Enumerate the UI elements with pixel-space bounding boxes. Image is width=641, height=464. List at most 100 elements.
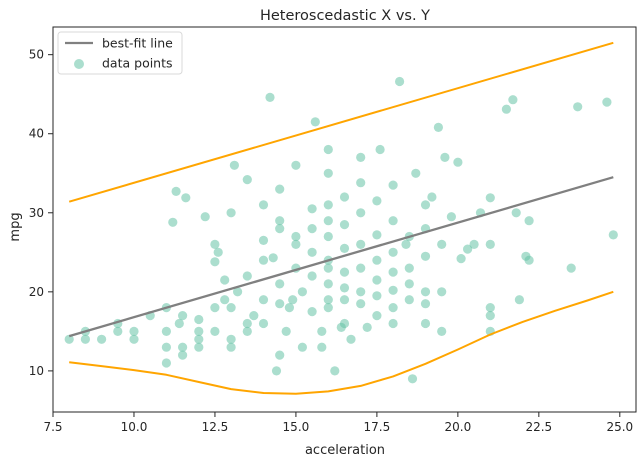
data-point xyxy=(258,295,269,305)
data-point xyxy=(129,326,139,336)
x-tick-label: 25.0 xyxy=(606,420,633,434)
data-point xyxy=(291,239,301,249)
x-tick-label: 15.0 xyxy=(283,420,310,434)
data-point xyxy=(317,326,327,336)
data-point xyxy=(249,311,259,321)
legend-marker-swatch xyxy=(74,59,84,69)
data-point xyxy=(395,76,405,87)
y-tick-label: 10 xyxy=(29,364,44,378)
data-point xyxy=(323,200,333,210)
data-point xyxy=(501,104,511,114)
data-point xyxy=(323,216,333,226)
data-point xyxy=(161,358,171,368)
data-point xyxy=(168,217,178,227)
data-point xyxy=(174,318,184,329)
data-point xyxy=(485,239,495,249)
data-point xyxy=(407,374,418,384)
data-point xyxy=(427,192,437,202)
data-point xyxy=(233,287,243,297)
data-point xyxy=(310,117,320,127)
data-point xyxy=(339,220,350,230)
data-point xyxy=(404,263,414,273)
data-point xyxy=(210,239,220,249)
data-point xyxy=(401,239,411,249)
data-point xyxy=(323,144,333,155)
data-point xyxy=(573,102,583,112)
data-point xyxy=(339,243,350,253)
data-point xyxy=(404,279,414,289)
data-point xyxy=(323,303,333,313)
data-point xyxy=(220,295,230,305)
data-point xyxy=(372,230,382,240)
data-point xyxy=(210,257,220,267)
data-point xyxy=(420,318,431,329)
data-point xyxy=(194,326,204,336)
data-point xyxy=(275,184,285,194)
data-point xyxy=(181,193,191,203)
data-point xyxy=(210,326,220,336)
data-point xyxy=(229,160,239,170)
data-point xyxy=(194,342,204,352)
x-tick-label: 20.0 xyxy=(445,420,472,434)
data-point xyxy=(161,326,171,336)
y-tick-label: 30 xyxy=(29,206,44,220)
data-point xyxy=(242,318,252,329)
data-point xyxy=(433,122,443,132)
data-point xyxy=(485,303,495,313)
data-point xyxy=(275,224,285,234)
data-point xyxy=(178,350,188,360)
data-point xyxy=(307,271,317,281)
data-point xyxy=(388,285,398,295)
data-point xyxy=(420,251,431,261)
data-point xyxy=(372,196,382,206)
data-point xyxy=(356,152,366,162)
data-point xyxy=(307,307,317,317)
data-point xyxy=(178,311,188,321)
data-point xyxy=(64,334,74,344)
data-point xyxy=(275,216,285,226)
data-point xyxy=(437,287,447,297)
data-point xyxy=(346,334,356,344)
x-axis-title: acceleration xyxy=(305,443,385,458)
data-point xyxy=(284,303,294,313)
data-point xyxy=(323,168,333,178)
data-point xyxy=(339,267,350,277)
data-point xyxy=(194,334,204,344)
data-point xyxy=(356,263,366,273)
data-point xyxy=(356,239,366,249)
data-point xyxy=(258,235,269,245)
data-point xyxy=(411,168,421,178)
upper-bound-line xyxy=(68,41,614,203)
data-point xyxy=(242,326,252,336)
data-point xyxy=(226,342,236,352)
data-point xyxy=(226,303,236,313)
data-point xyxy=(161,342,171,352)
lower-bound-line xyxy=(69,290,614,395)
data-point xyxy=(420,287,431,297)
data-point xyxy=(388,318,398,329)
data-point xyxy=(485,311,495,321)
data-point xyxy=(440,152,450,162)
data-point xyxy=(178,342,188,352)
data-point xyxy=(210,303,220,313)
data-point xyxy=(372,255,382,265)
data-point xyxy=(372,275,382,285)
data-point xyxy=(524,216,534,226)
data-point xyxy=(437,239,447,249)
y-axis-title: mpg xyxy=(8,212,23,241)
plot-frame xyxy=(52,26,637,413)
data-point xyxy=(339,192,350,202)
data-point xyxy=(566,263,576,273)
data-point xyxy=(339,295,350,305)
legend-label: data points xyxy=(102,56,173,71)
data-point xyxy=(323,279,333,289)
data-point xyxy=(291,160,301,170)
data-point xyxy=(339,318,350,329)
data-point xyxy=(388,216,398,226)
data-point xyxy=(420,200,431,210)
x-tick-label: 17.5 xyxy=(364,420,391,434)
data-point xyxy=(242,175,252,185)
x-tick-label: 12.5 xyxy=(202,420,229,434)
